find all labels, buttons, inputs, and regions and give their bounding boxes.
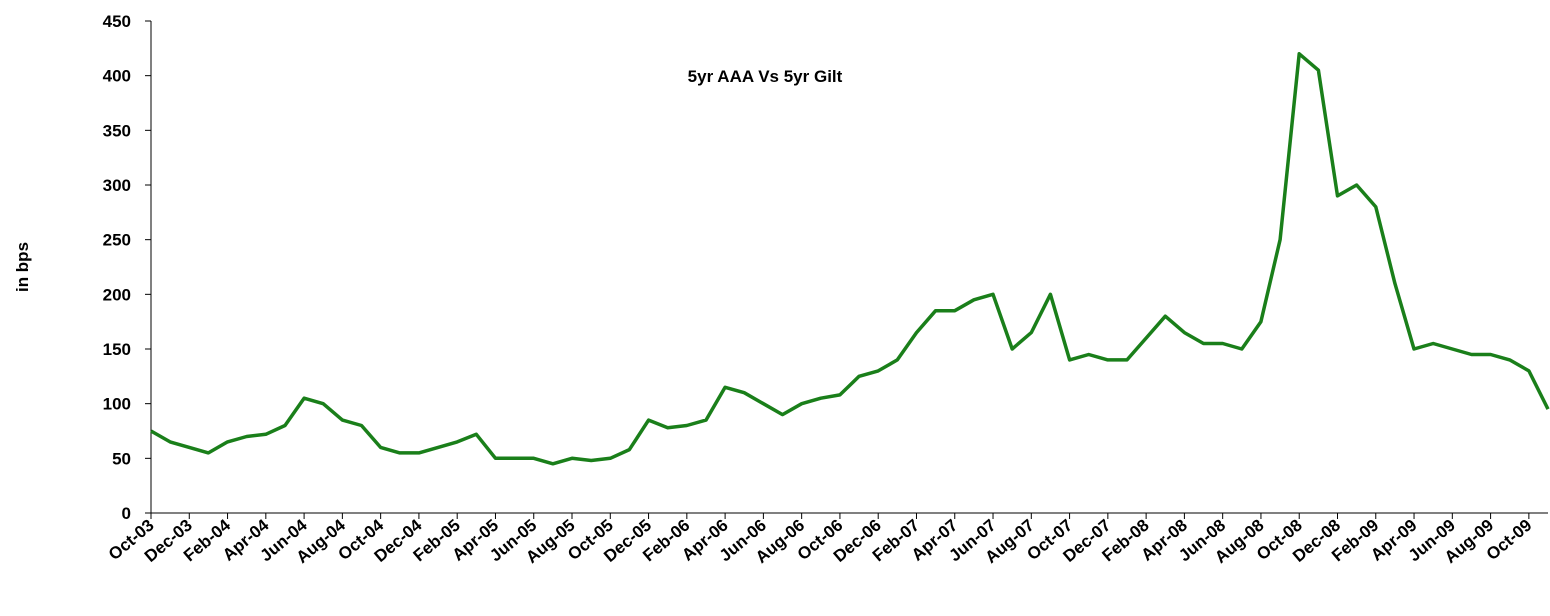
- y-tick-label: 100: [103, 395, 131, 414]
- series-line: [150, 52, 1550, 466]
- y-tick-label: 0: [122, 504, 131, 523]
- chart-title: 5yr AAA Vs 5yr Gilt: [688, 67, 843, 86]
- y-tick-label: 50: [112, 449, 131, 468]
- y-tick-label: 400: [103, 67, 131, 86]
- y-axis-label: in bps: [13, 242, 32, 292]
- y-tick-label: 150: [103, 340, 131, 359]
- y-tick-label: 200: [103, 285, 131, 304]
- y-tick-label: 450: [103, 12, 131, 31]
- y-tick-label: 250: [103, 231, 131, 250]
- y-tick-label: 350: [103, 121, 131, 140]
- y-tick-label: 300: [103, 176, 131, 195]
